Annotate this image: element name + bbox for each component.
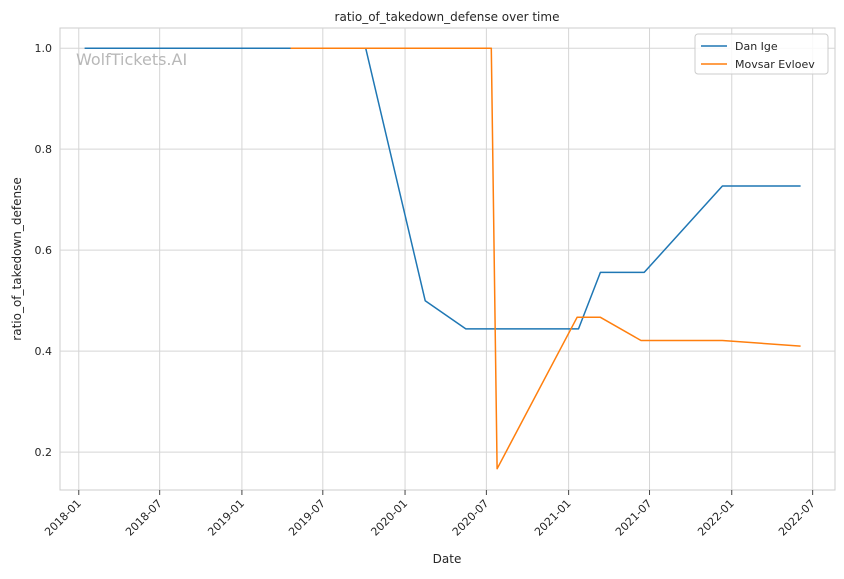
y-tick-label: 0.8 [35, 143, 53, 156]
y-tick-label: 1.0 [35, 42, 53, 55]
chart-title: ratio_of_takedown_defense over time [335, 10, 560, 24]
legend-label: Dan Ige [735, 40, 778, 53]
x-tick-label: 2018-07 [123, 497, 165, 539]
legend: Dan Ige Movsar Evloev [694, 33, 829, 75]
series-line-1 [290, 47, 801, 470]
y-tick-labels: 0.2 0.4 0.6 0.8 1.0 [35, 42, 53, 459]
x-tick-label: 2021-01 [532, 497, 574, 539]
y-tick-label: 0.6 [35, 244, 53, 257]
legend-box [694, 33, 829, 75]
x-axis-label: Date [433, 552, 462, 566]
watermark: WolfTickets.AI [76, 50, 187, 69]
series-group [84, 47, 801, 470]
legend-label: Movsar Evloev [735, 58, 815, 71]
x-tick-label: 2022-07 [776, 497, 818, 539]
x-tick-label: 2022-01 [695, 497, 737, 539]
x-tick-label: 2019-01 [205, 497, 247, 539]
plot-area [59, 27, 836, 491]
y-axis-label: ratio_of_takedown_defense [10, 177, 24, 340]
series-line-0 [84, 47, 801, 330]
x-tick-label: 2020-07 [450, 497, 492, 539]
y-tick-label: 0.2 [35, 446, 53, 459]
x-tick-label: 2021-07 [613, 497, 655, 539]
x-tick-label: 2019-07 [286, 497, 328, 539]
x-tick-labels: 2018-01 2018-07 2019-01 2019-07 2020-01 2020-… [42, 490, 818, 539]
x-tick-label: 2020-01 [368, 497, 410, 539]
y-tick-label: 0.4 [35, 345, 53, 358]
x-tick-label: 2018-01 [42, 497, 84, 539]
